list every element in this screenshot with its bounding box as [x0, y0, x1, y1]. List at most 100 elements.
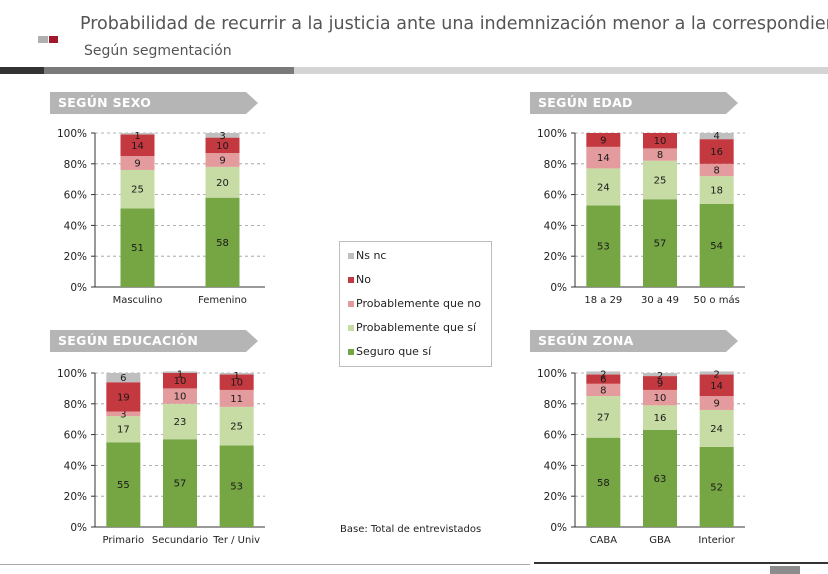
y-tick-label: 60% [544, 190, 567, 202]
y-tick-label: 100% [57, 128, 87, 140]
y-tick-label: 0% [70, 522, 87, 534]
bar-segment-probablemente-que-no-ter-univ [219, 389, 254, 407]
bar-segment-ns-nc-masculino [120, 133, 155, 135]
legend-swatch [348, 277, 354, 283]
bar-segment-probablemente-que-no-interior [699, 396, 734, 410]
data-label: 16 [710, 147, 723, 158]
data-label: 24 [710, 424, 723, 435]
bar-segment-probablemente-que-si-interior [699, 409, 734, 447]
bar-segment-seguro-que-si-primario [106, 442, 141, 527]
base-note: Base: Total de entrevistados [340, 524, 482, 535]
data-label: 19 [117, 392, 130, 403]
y-tick-label: 80% [64, 159, 87, 171]
data-label: 18 [710, 185, 723, 196]
bar-segment-ns-nc-caba [586, 371, 621, 375]
header-divider-mid [44, 67, 294, 74]
bar-segment-ns-nc-primario [106, 373, 141, 383]
legend-item-ns-nc: Ns nc [348, 249, 386, 262]
bar-segment-probablemente-que-no-50-o-m-s [699, 163, 734, 177]
bar-segment-no-femenino [205, 137, 240, 154]
data-label: 4 [713, 131, 719, 142]
bar-segment-probablemente-que-no-caba [586, 383, 621, 397]
legend-label: Probablemente que sí [356, 321, 477, 334]
data-label: 2 [713, 369, 719, 380]
data-label: 9 [713, 399, 719, 410]
data-label: 10 [654, 136, 667, 147]
bar-segment-probablemente-que-si-caba [586, 396, 621, 438]
data-label: 1 [233, 371, 239, 382]
data-label: 9 [600, 135, 606, 146]
title-bullet-icon [38, 36, 58, 43]
data-label: 10 [174, 376, 187, 387]
x-tick-label: Secundario [152, 535, 208, 546]
banner-title: SEGÚN ZONA [538, 333, 634, 348]
data-label: 3 [219, 131, 225, 142]
data-label: 2 [657, 371, 663, 382]
banner-segun-sexo: SEGÚN SEXO [50, 92, 258, 114]
legend-item-probablemente-que-si: Probablemente que sí [348, 321, 476, 334]
data-label: 10 [174, 392, 187, 403]
bar-segment-probablemente-que-si-secundario [163, 403, 197, 440]
data-label: 2 [600, 369, 606, 380]
header-divider-light [294, 67, 828, 74]
data-label: 27 [597, 412, 610, 423]
legend-label: Ns nc [356, 249, 387, 262]
data-label: 25 [131, 185, 144, 196]
bar-segment-ns-nc-femenino [205, 133, 240, 138]
x-tick-label: 30 a 49 [641, 295, 679, 306]
data-label: 9 [657, 379, 663, 390]
bar-segment-no-primario [106, 382, 141, 412]
data-label: 23 [174, 417, 187, 428]
data-label: 8 [713, 165, 719, 176]
bar-segment-no-secundario [163, 373, 197, 389]
bar-segment-probablemente-que-si-ter-univ [219, 406, 254, 446]
bar-segment-seguro-que-si-interior [699, 446, 734, 527]
bar-segment-no-30-a-49 [643, 133, 677, 149]
chart-segun-zona: 0%20%40%60%80%100%5827862CABA63161092GBA… [537, 368, 745, 546]
banner-segun-edad: SEGÚN EDAD [530, 92, 738, 114]
data-label: 9 [219, 155, 225, 166]
page-subtitle: Según segmentación [84, 43, 232, 59]
bar-segment-no-50-o-m-s [699, 139, 734, 164]
data-label: 17 [117, 425, 130, 436]
legend-swatch [348, 349, 354, 355]
legend-swatch [348, 325, 354, 331]
y-tick-label: 100% [57, 368, 87, 380]
bar-segment-no-masculino [120, 134, 155, 157]
x-tick-label: Femenino [198, 295, 247, 306]
bar-segment-seguro-que-si-50-o-m-s [699, 203, 734, 287]
data-label: 6 [120, 373, 126, 384]
data-label: 58 [597, 478, 610, 489]
x-tick-label: GBA [649, 535, 671, 546]
bar-segment-no-ter-univ [219, 374, 254, 390]
footer-divider [0, 564, 530, 565]
y-tick-label: 0% [550, 522, 567, 534]
bar-segment-seguro-que-si-18-a-29 [586, 205, 621, 287]
legend-swatch [348, 301, 354, 307]
data-label: 55 [117, 480, 130, 491]
bar-segment-probablemente-que-si-30-a-49 [643, 160, 677, 200]
data-label: 16 [654, 413, 667, 424]
legend-label: No [356, 273, 371, 286]
y-tick-label: 40% [544, 460, 567, 472]
footer-divider-dark [534, 562, 828, 564]
bar-segment-ns-nc-interior [699, 371, 734, 375]
bar-segment-probablemente-que-si-femenino [205, 166, 240, 198]
chart-segun-educacion: 0% 20% 40% 60% 80% 100% 55 17 3 19 6 Primario 57 23 10… [57, 368, 265, 546]
bar-segment-no-18-a-29 [586, 133, 621, 147]
x-tick-label: CABA [590, 535, 618, 546]
x-tick-label: Interior [698, 535, 735, 546]
data-label: 24 [597, 182, 610, 193]
data-label: 57 [174, 479, 187, 490]
data-label: 3 [120, 410, 126, 421]
y-tick-label: 100% [537, 128, 567, 140]
chart-segun-edad: 0% 20% 40% 60% 80% 100% 53 24 14 9 18 a 29 57 25 8 10 3… [537, 128, 745, 306]
bar-segment-ns-nc-secundario [163, 371, 197, 373]
legend-item-probablemente-que-no: Probablemente que no [348, 297, 481, 310]
data-label: 8 [657, 150, 663, 161]
data-label: 14 [710, 381, 723, 392]
page-title: Probabilidad de recurrir a la justicia a… [80, 14, 828, 34]
y-tick-label: 0% [70, 282, 87, 294]
bar-segment-probablemente-que-si-18-a-29 [586, 168, 621, 206]
data-label: 11 [230, 394, 243, 405]
